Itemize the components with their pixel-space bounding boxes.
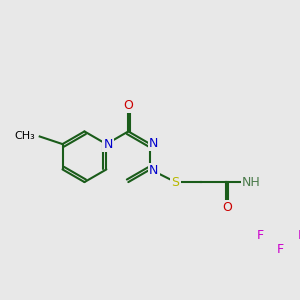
Text: S: S <box>172 176 180 189</box>
Text: CH₃: CH₃ <box>14 131 34 142</box>
Text: NH: NH <box>242 176 261 189</box>
Text: O: O <box>123 99 133 112</box>
Text: F: F <box>256 229 264 242</box>
Text: N: N <box>103 138 113 151</box>
Text: F: F <box>298 229 300 242</box>
Text: F: F <box>277 243 284 256</box>
Text: O: O <box>222 201 232 214</box>
Text: N: N <box>149 164 158 177</box>
Text: N: N <box>149 137 158 150</box>
